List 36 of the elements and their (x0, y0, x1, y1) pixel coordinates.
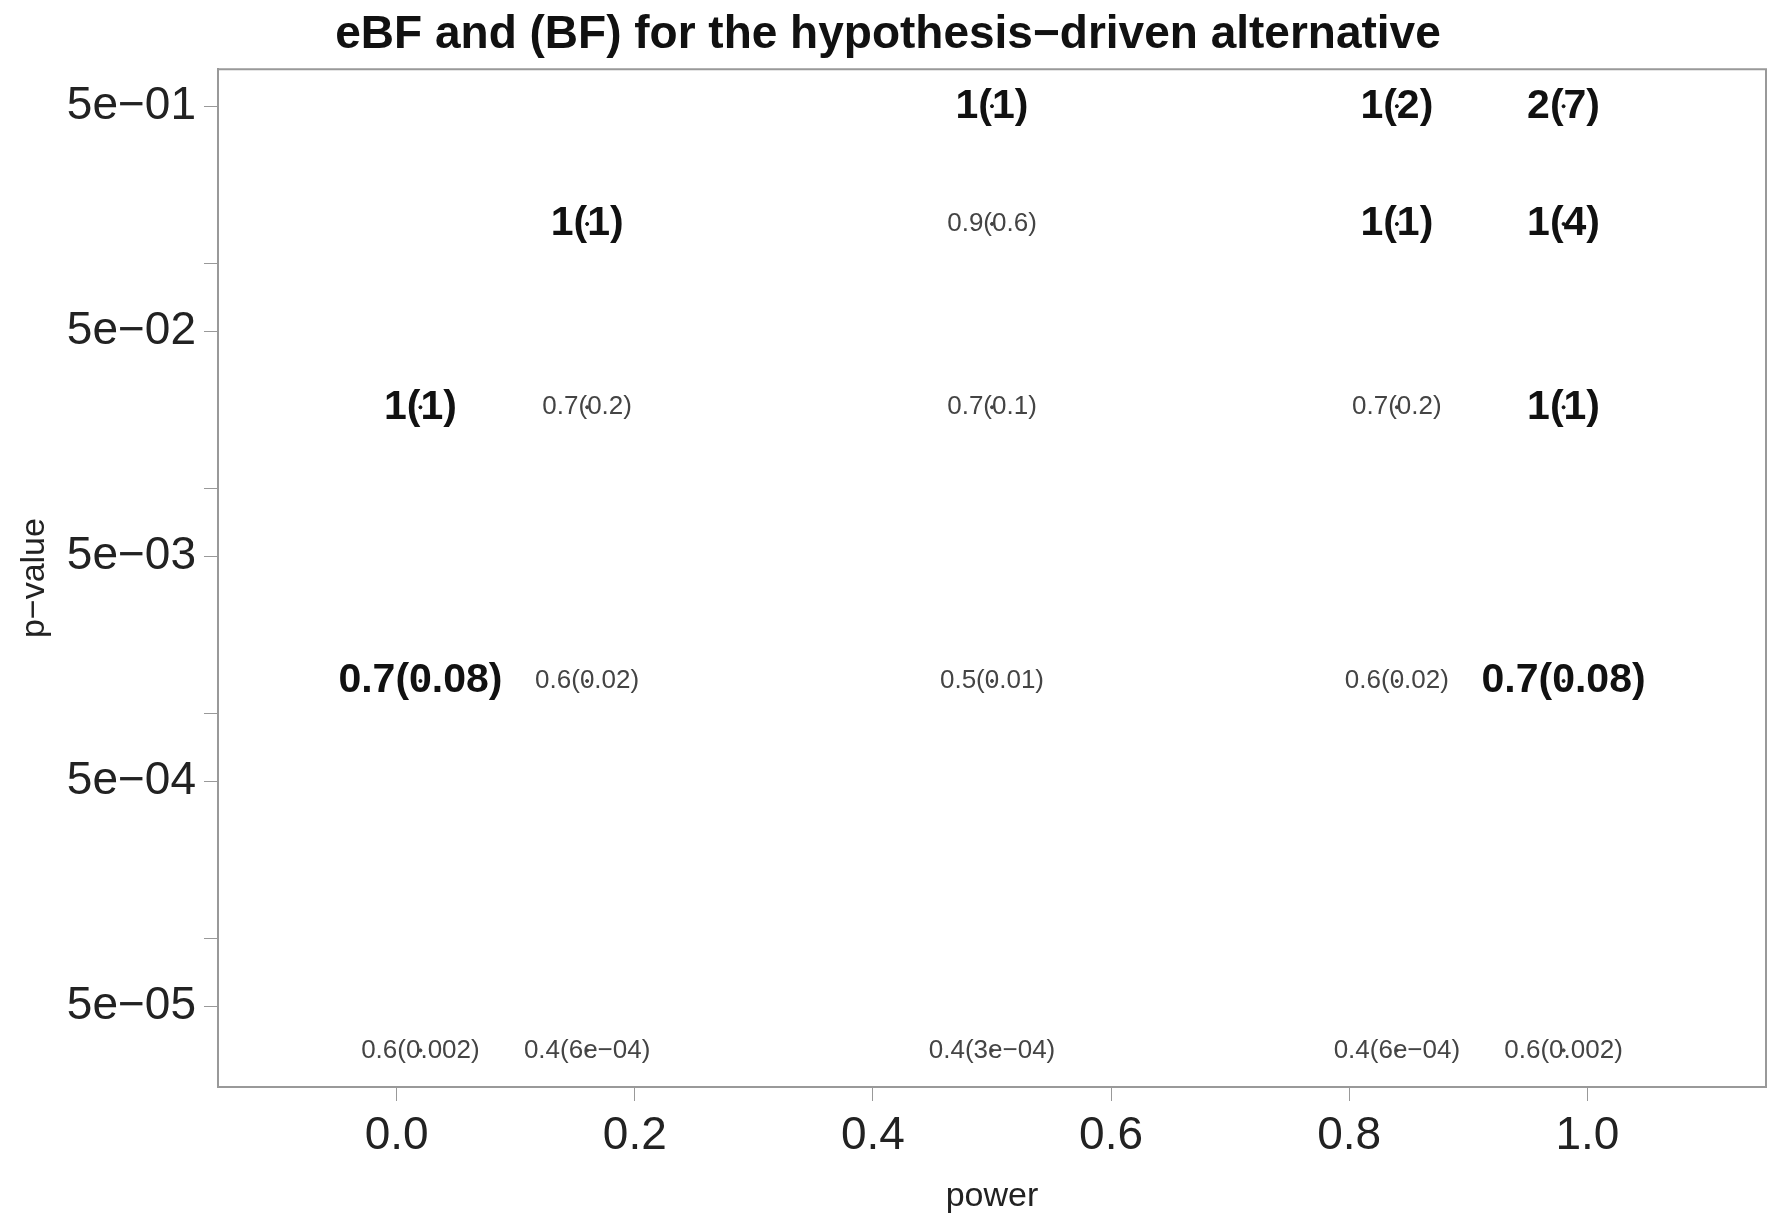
data-label: 0.7(0.08) (338, 655, 503, 702)
chart-title: eBF and (BF) for the hypothesis−driven alternative (335, 6, 1441, 59)
data-label: 1(1) (550, 198, 624, 245)
data-label: 0.6(0.02) (535, 664, 640, 695)
data-label: 0.9(0.6) (947, 207, 1037, 238)
x-tick-label: 0.6 (1079, 1107, 1144, 1160)
data-label: 0.6(0.002) (361, 1033, 480, 1064)
x-tick-label: 0.2 (602, 1107, 667, 1160)
data-label: 0.7(0.2) (1352, 390, 1442, 421)
data-label: 0.6(0.02) (1344, 664, 1449, 695)
data-label: 1(1) (955, 80, 1029, 127)
y-axis-title: p−value (12, 518, 51, 639)
y-tick-label: 5e−01 (66, 76, 196, 129)
data-label: 1(2) (1360, 80, 1434, 127)
data-label: 0.4(6e−04) (1333, 1033, 1461, 1064)
data-label: 2(7) (1527, 80, 1601, 127)
data-label: 0.5(0.01) (939, 664, 1045, 695)
data-label: 0.7(0.1) (947, 390, 1037, 421)
data-label: 0.7(0.2) (542, 390, 632, 421)
y-tick-label: 5e−04 (66, 752, 196, 805)
data-label: 0.7(0.08) (1481, 655, 1646, 702)
x-axis-title: power (945, 1174, 1039, 1213)
data-label: 1(4) (1527, 198, 1601, 245)
x-tick-label: 0.0 (364, 1107, 429, 1160)
y-tick-label: 5e−05 (66, 977, 196, 1030)
data-label: 0.6(0.002) (1504, 1033, 1623, 1064)
x-tick-label: 0.4 (840, 1107, 905, 1160)
x-tick-label: 0.8 (1317, 1107, 1382, 1160)
y-tick-label: 5e−02 (66, 302, 196, 355)
data-label: 1(1) (1527, 381, 1601, 428)
data-label: 0.4(3e−04) (928, 1033, 1056, 1064)
y-tick-label: 5e−03 (66, 527, 196, 580)
data-label: 1(1) (383, 381, 457, 428)
x-tick-label: 1.0 (1555, 1107, 1620, 1160)
data-label: 1(1) (1360, 198, 1434, 245)
data-label: 0.4(6e−04) (523, 1033, 651, 1064)
